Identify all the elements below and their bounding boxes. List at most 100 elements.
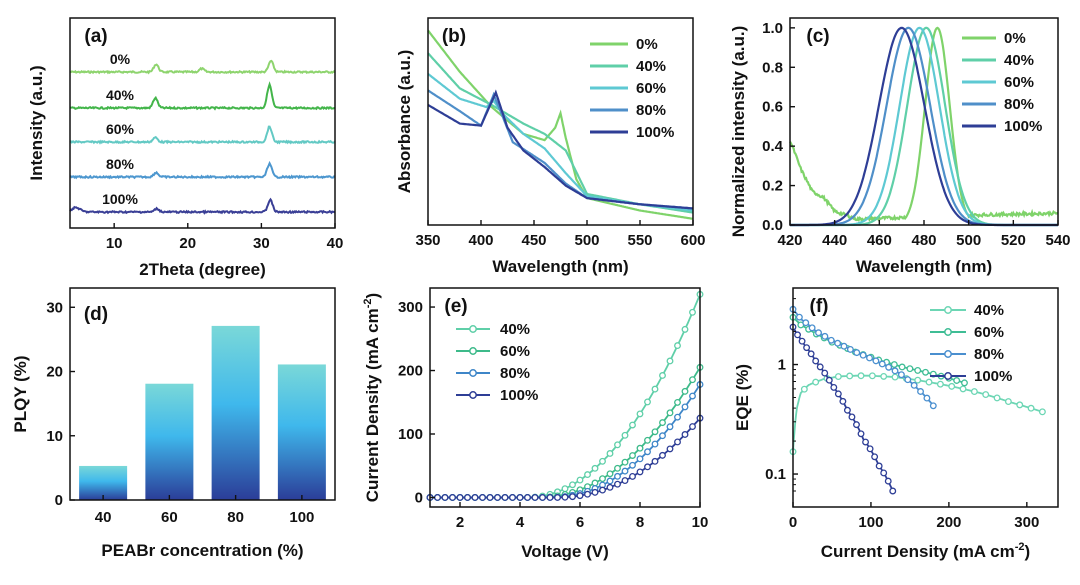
jv-marker: [666, 357, 674, 365]
eqe-marker: [812, 357, 820, 365]
jv-marker: [644, 463, 651, 471]
eqe-series-60%: [792, 316, 965, 384]
jv-marker: [456, 494, 464, 501]
y-tick-label: 30: [46, 299, 63, 316]
eqe-marker: [827, 336, 835, 344]
jv-marker: [666, 409, 674, 417]
eqe-marker: [936, 380, 944, 388]
jv-marker: [621, 467, 629, 475]
jv-marker: [576, 476, 584, 484]
eqe-marker: [897, 371, 905, 379]
legend-label: 100%: [1004, 118, 1042, 135]
x-tick-label: 10: [692, 514, 709, 531]
x-tick-label: 420: [777, 232, 802, 249]
y-axis-label: Normalized intensity (a.u.): [729, 26, 748, 238]
x-tick-label: 600: [680, 232, 705, 249]
legend-label: 80%: [500, 365, 530, 382]
eqe-marker: [880, 469, 888, 477]
jv-marker: [621, 458, 629, 466]
jv-marker: [591, 479, 599, 487]
x-tick-label: 440: [822, 232, 847, 249]
jv-marker: [636, 410, 644, 418]
y-tick-label: 1.0: [762, 20, 783, 37]
jv-marker: [681, 325, 689, 333]
eqe-marker: [800, 385, 808, 393]
legend-label: 40%: [974, 302, 1004, 319]
jv-marker: [441, 494, 449, 501]
eqe-marker: [982, 391, 990, 399]
y-axis-label: Current Density (mA cm-2): [362, 293, 382, 502]
x-tick-label: 300: [1014, 514, 1039, 531]
legend-marker: [469, 325, 477, 333]
legend-label: 0%: [1004, 30, 1026, 47]
eqe-marker: [821, 332, 829, 340]
eqe-marker: [891, 367, 899, 375]
jv-marker: [681, 387, 689, 395]
legend-marker: [944, 372, 952, 380]
jv-marker: [681, 431, 689, 438]
y-tick-label: 0.8: [762, 59, 783, 76]
abs-series-100%: [427, 89, 693, 210]
legend-marker: [944, 328, 952, 336]
y-axis-label: Absorbance (a.u.): [395, 50, 414, 194]
x-tick-label: 520: [1001, 232, 1026, 249]
jv-marker: [674, 413, 681, 421]
jv-marker: [659, 419, 666, 427]
jv-series-60%: [430, 366, 701, 499]
panel-d-frame: [69, 287, 336, 501]
eqe-marker: [910, 381, 918, 389]
jv-marker: [546, 494, 554, 501]
x-axis-label: Wavelength (nm): [856, 257, 992, 276]
legend-label: 80%: [636, 102, 666, 119]
eqe-marker: [923, 394, 931, 402]
jv-marker: [651, 457, 659, 465]
eqe-marker: [872, 357, 880, 365]
xrd-series-label: 40%: [106, 87, 135, 103]
jv-marker: [629, 452, 636, 459]
eqe-marker: [875, 462, 883, 470]
eqe-marker: [914, 376, 922, 384]
eqe-marker: [807, 350, 815, 358]
eqe-marker: [898, 363, 906, 371]
xrd-series-label: 0%: [110, 51, 131, 67]
jv-marker: [689, 392, 696, 400]
x-tick-label: 0: [789, 514, 797, 531]
x-tick-label: 40: [95, 509, 112, 526]
eqe-marker: [880, 372, 888, 380]
jv-marker: [681, 403, 689, 411]
xrd-series-100%: [69, 197, 336, 215]
eqe-marker: [795, 313, 803, 321]
jv-marker: [621, 431, 629, 439]
x-tick-label: 540: [1045, 232, 1070, 249]
jv-marker: [584, 471, 591, 479]
eqe-marker: [839, 397, 847, 405]
jv-marker: [591, 464, 599, 472]
y-tick-label: 0.2: [762, 178, 783, 195]
x-tick-label: 20: [179, 235, 196, 252]
legend-label: 60%: [1004, 74, 1034, 91]
x-axis-label: Voltage (V): [521, 542, 609, 561]
jv-marker: [486, 494, 494, 501]
legend-label: 100%: [974, 368, 1012, 385]
panel-label: (e): [444, 296, 467, 317]
legend-label: 100%: [636, 124, 674, 141]
eqe-marker: [825, 376, 833, 384]
jv-marker: [644, 398, 651, 406]
jv-marker: [606, 483, 614, 491]
y-tick-label: 10: [46, 428, 63, 445]
panel-label: (f): [810, 296, 829, 317]
jv-marker: [629, 421, 636, 429]
jv-marker: [689, 308, 696, 316]
y-tick-label: 1: [778, 357, 786, 374]
eqe-marker: [816, 363, 824, 371]
jv-marker: [479, 494, 486, 501]
jv-marker: [471, 494, 479, 501]
panel-a: 0% 40% 60% 80% 100% 10 20 30 40 2Theta (degree) In…: [27, 17, 343, 279]
jv-marker: [674, 438, 681, 446]
x-tick-label: 460: [867, 232, 892, 249]
panel-label: (a): [84, 26, 107, 47]
x-tick-label: 100: [858, 514, 883, 531]
jv-marker: [509, 494, 516, 501]
eqe-marker: [906, 365, 914, 373]
